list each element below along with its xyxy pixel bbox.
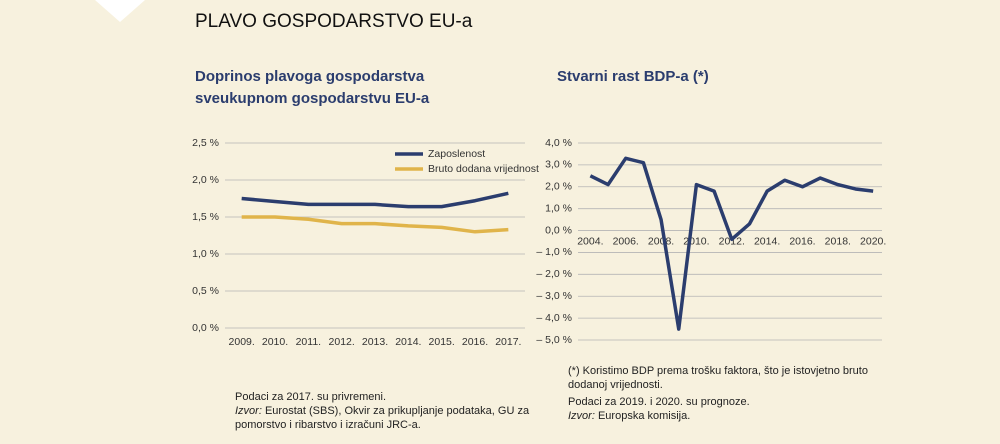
y-tick-label: 2,0 % [545,181,572,193]
source-text: Eurostat (SBS), Okvir za prikupljanje po… [235,405,530,431]
x-tick-label: 2015. [429,336,455,348]
note: Podaci za 2017. su privremeni. [235,391,387,403]
chart-title: sveukupnom gospodarstvu EU-a [195,90,430,107]
legend-label: Zaposlenost [428,148,485,160]
y-tick-label: – 3,0 % [536,290,572,302]
x-tick-label: 2012. [719,235,745,247]
y-tick-label: 1,0 % [192,248,219,260]
note: (*) Koristimo BDP prema trošku faktora, … [568,365,868,391]
y-tick-label: 2,0 % [192,174,219,186]
series-line [241,191,509,209]
corner-mark [95,0,145,22]
x-tick-label: 2014. [754,235,780,247]
y-tick-label: 2,5 % [192,137,219,149]
note: Podaci za 2019. i 2020. su prognoze. [568,396,750,408]
y-tick-label: 0,5 % [192,285,219,297]
chart-title: Stvarni rast BDP-a (*) [557,68,709,85]
notes: Podaci za 2017. su privremeni. Izvor: Eu… [235,390,535,432]
y-tick-label: 0,0 % [192,322,219,334]
x-tick-label: 2008. [648,235,674,247]
x-tick-label: 2009. [229,336,255,348]
x-tick-label: 2012. [329,336,355,348]
y-tick-label: 1,0 % [545,202,572,214]
x-tick-label: 2020. [860,235,886,247]
x-tick-label: 2004. [577,235,603,247]
y-tick-label: 3,0 % [545,159,572,171]
x-tick-label: 2011. [296,336,322,348]
x-tick-label: 2013. [362,336,388,348]
notes: (*) Koristimo BDP prema trošku faktora, … [568,364,883,423]
x-tick-label: 2010. [262,336,288,348]
y-tick-label: – 5,0 % [536,334,572,346]
x-tick-label: 2016. [789,235,815,247]
source: Izvor: Europska komisija. [568,409,883,423]
y-tick-label: – 1,0 % [536,246,572,258]
x-tick-label: 2017. [495,336,521,348]
source-text: Europska komisija. [597,410,691,422]
source: Izvor: Eurostat (SBS), Okvir za prikuplj… [235,404,535,432]
x-tick-label: 2018. [825,235,851,247]
chart-title: Doprinos plavoga gospodarstva [195,68,425,85]
legend-label: Bruto dodana vrijednost [428,163,539,175]
y-tick-label: 0,0 % [545,224,572,236]
source-label: Izvor: [568,410,595,422]
y-tick-label: 4,0 % [545,137,572,149]
y-tick-label: – 4,0 % [536,312,572,324]
x-tick-label: 2006. [613,235,639,247]
x-tick-label: 2014. [395,336,421,348]
y-tick-label: 1,5 % [192,211,219,223]
y-tick-label: – 2,0 % [536,268,572,280]
page-title: PLAVO GOSPODARSTVO EU-a [195,11,473,32]
x-tick-label: 2016. [462,336,488,348]
source-label: Izvor: [235,405,262,417]
series-line [241,215,509,234]
series-line [589,156,874,331]
